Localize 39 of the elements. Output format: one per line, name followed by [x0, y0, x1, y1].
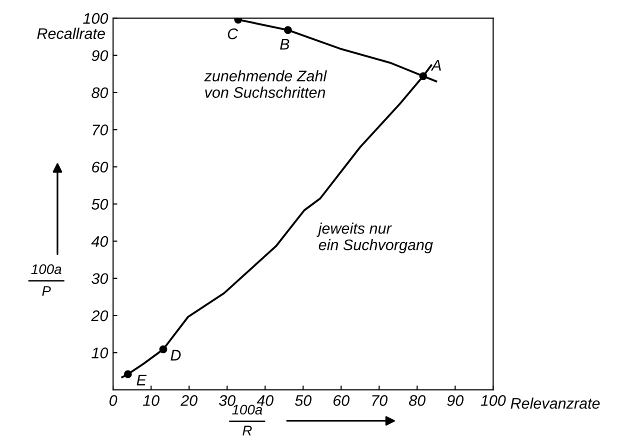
text: R [242, 426, 252, 436]
text: 100a [31, 264, 62, 274]
x-tick-label: 30 [218, 395, 236, 406]
annotation: A [430, 60, 441, 71]
y-tick-label: 40 [91, 236, 108, 247]
x-tick-label: 40 [256, 395, 274, 406]
text: P [42, 286, 51, 296]
y-tick-label: 90 [92, 50, 108, 62]
annotation: zunehmende Zahl von Suchschritten [204, 70, 327, 98]
y-tick-label: 20 [91, 310, 108, 322]
x-tick-label: 50 [294, 395, 312, 406]
annotation: D [170, 350, 181, 360]
y-tick-label: 70 [92, 124, 108, 136]
y-tick-label: 10 [92, 348, 108, 358]
y-tick-label: 80 [92, 87, 108, 98]
x-tick-label: 60 [333, 395, 350, 406]
x-tick-label: 80 [409, 395, 426, 406]
point [234, 18, 242, 24]
point [284, 26, 292, 34]
text: 100a [232, 404, 262, 415]
annotation: E [136, 374, 147, 386]
y-axis-title: Recallrate [37, 28, 105, 39]
x-tick-label: 90 [447, 395, 464, 406]
y-tick-label: 30 [92, 273, 108, 284]
x-tick-label: 10 [143, 395, 160, 406]
y-tick-label: 100 [83, 13, 108, 24]
annotation: C [228, 28, 238, 40]
x-axis-title: Relevanzrate [510, 398, 600, 409]
annotation: B [280, 38, 290, 50]
y-tick-label: 50 [92, 198, 108, 210]
x-tick-label: 100 [480, 395, 506, 406]
x-tick-label: 20 [180, 395, 198, 406]
annotation: jeweits nur ein Suchvorgang [316, 222, 433, 254]
y-tick-label: 60 [92, 162, 108, 173]
x-tick-label: 0 [110, 395, 118, 406]
point [419, 72, 428, 80]
point [124, 370, 132, 378]
x-tick-label: 70 [372, 395, 388, 406]
point [159, 345, 168, 354]
